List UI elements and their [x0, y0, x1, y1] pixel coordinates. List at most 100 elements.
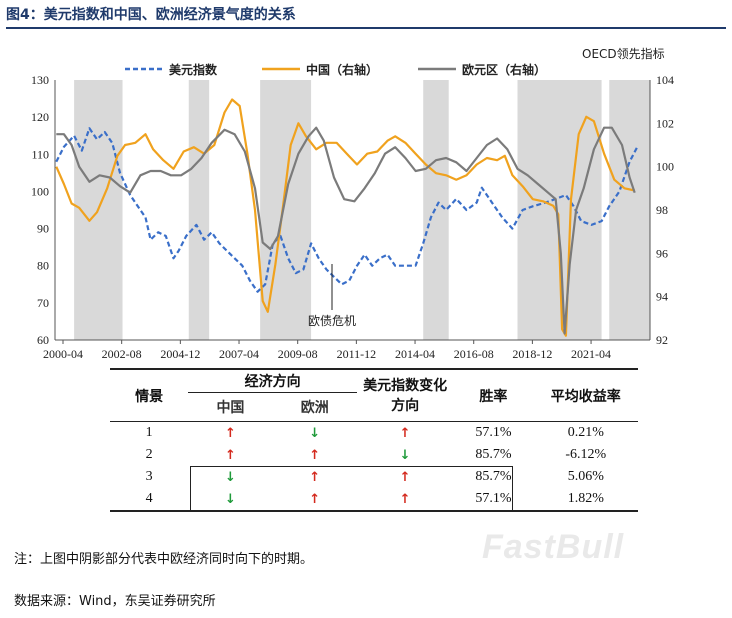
shaded-period-1 [188, 80, 210, 340]
left-tick-label-5: 110 [31, 147, 49, 161]
x-tick-label-9: 2021-04 [571, 347, 611, 361]
watermark-logo: FastBull [482, 528, 625, 566]
chart-legend: 美元指数 中国（右轴） 欧元区（右轴） [125, 62, 546, 77]
cell-avg-return-value: -6.12% [565, 447, 607, 462]
cell-china-up-arrow-icon-value: ↑ [224, 447, 236, 463]
oecd-note: OECD领先指标 [582, 46, 665, 61]
figure-title: 图4：美元指数和中国、欧洲经济景气度的关系 [6, 7, 296, 23]
right-tick-label-5: 102 [656, 116, 674, 130]
cell-scenario: 1 [110, 421, 189, 444]
left-tick-label-2: 80 [37, 259, 49, 273]
left-tick-label-6: 120 [31, 110, 49, 124]
cell-win-rate: 57.1% [453, 421, 534, 444]
cell-china-up-arrow-icon: ↑ [188, 444, 272, 466]
series-line-1 [55, 98, 635, 337]
x-tick-label-4: 2009-08 [278, 347, 318, 361]
right-tick-label-3: 98 [656, 203, 668, 217]
right-tick-label-6: 104 [656, 73, 674, 87]
cell-europe-down-arrow-icon-value: ↓ [309, 425, 321, 441]
cell-europe-up-arrow-icon-value: ↑ [309, 447, 321, 463]
cell-usd-up-arrow-icon: ↑ [356, 421, 454, 444]
footnote-shading: 注：上图中阴影部分代表中欧经济同时向下的时期。 [14, 552, 314, 567]
header-europe: 欧洲 [272, 392, 357, 422]
cell-win-rate: 85.7% [453, 466, 533, 488]
x-tick-label-8: 2018-12 [512, 347, 552, 361]
cell-europe-down-arrow-icon: ↓ [272, 421, 357, 444]
cell-scenario-value: 3 [145, 469, 153, 484]
cell-china-up-arrow-icon-value: ↑ [224, 425, 236, 441]
cell-avg-return: 0.21% [533, 421, 638, 444]
cell-avg-return-value: 5.06% [567, 469, 604, 484]
cell-europe-up-arrow-icon-value: ↑ [309, 491, 321, 507]
cell-win-rate: 85.7% [453, 444, 533, 466]
cell-avg-return: 1.82% [533, 488, 638, 512]
header-china: 中国 [216, 400, 245, 416]
cell-china-down-arrow-icon-value: ↓ [224, 491, 236, 507]
cell-china-down-arrow-icon: ↓ [188, 466, 272, 488]
annotation-euro-crisis: 欧债危机 [308, 314, 356, 328]
cell-avg-return: -6.12% [534, 444, 638, 466]
cell-usd-down-arrow-icon-value: ↓ [399, 447, 411, 463]
header-usd-direction: 美元指数变化方向 [363, 377, 448, 414]
table-row: 1 ↑ ↓ ↑ 57.1% 0.21% [110, 421, 638, 444]
cell-scenario-value: 4 [145, 491, 153, 506]
cell-scenario: 4 [110, 488, 189, 512]
chart-axes: 60 70 80 90 100 110 120 130 92 94 96 98 100 102 104 200… [31, 73, 674, 361]
x-tick-label-2: 2004-12 [160, 347, 200, 361]
right-tick-label-2: 96 [656, 246, 668, 260]
footnote-source: 数据来源：Wind，东吴证券研究所 [14, 594, 216, 609]
cell-scenario-value: 1 [145, 425, 153, 440]
right-tick-label-1: 94 [656, 290, 668, 304]
table-row: 4 ↓ ↑ ↑ 57.1% 1.82% [110, 488, 638, 512]
cell-win-rate-value: 57.1% [475, 491, 512, 506]
highlight-box [190, 466, 513, 512]
cell-avg-return: 5.06% [534, 466, 638, 488]
cell-usd-up-arrow-icon-value: ↑ [399, 491, 411, 507]
legend-label-1: 中国（右轴） [306, 62, 378, 77]
shaded-period-2 [260, 80, 312, 340]
left-tick-label-3: 90 [37, 222, 49, 236]
shaded-period-4 [517, 80, 602, 340]
series-lines [55, 98, 639, 337]
cell-avg-return-value: 1.82% [567, 491, 604, 506]
header-avg-return: 平均收益率 [550, 388, 621, 405]
header-econ-direction: 经济方向 [188, 369, 357, 393]
line-chart: 60 70 80 90 100 110 120 130 92 94 96 98 100 102 104 200… [31, 46, 674, 361]
cell-usd-up-arrow-icon-value: ↑ [399, 425, 411, 441]
right-tick-label-0: 92 [656, 333, 668, 347]
scenario-table: 情景 经济方向 美元指数变化方向 胜率 平均收益率 中国 欧洲 1 ↑ ↓ ↑ 57.1… [110, 368, 638, 512]
cell-china-down-arrow-icon-value: ↓ [224, 469, 236, 485]
right-tick-label-4: 100 [656, 160, 674, 174]
cell-usd-down-arrow-icon: ↓ [357, 444, 453, 466]
table-row: 3 ↓ ↑ ↑ 85.7% 5.06% [110, 466, 638, 488]
x-tick-label-1: 2002-08 [102, 347, 142, 361]
left-tick-label-7: 130 [31, 73, 49, 87]
x-tick-label-3: 2007-04 [219, 347, 259, 361]
x-tick-label-0: 2000-04 [43, 347, 83, 361]
cell-europe-up-arrow-icon: ↑ [272, 488, 357, 512]
cell-europe-up-arrow-icon-value: ↑ [309, 469, 321, 485]
x-tick-label-6: 2014-04 [395, 347, 435, 361]
left-tick-label-1: 70 [37, 296, 49, 310]
cell-scenario: 2 [110, 444, 188, 466]
x-tick-label-5: 2011-12 [337, 347, 377, 361]
left-tick-label-4: 100 [31, 184, 49, 198]
x-tick-label-7: 2016-08 [454, 347, 494, 361]
title-divider [6, 27, 726, 29]
cell-win-rate-value: 57.1% [475, 425, 512, 440]
legend-label-2: 欧元区（右轴） [462, 62, 546, 77]
cell-usd-up-arrow-icon: ↑ [357, 466, 453, 488]
cell-win-rate-value: 85.7% [475, 469, 512, 484]
series-line-2 [56, 126, 636, 335]
cell-usd-up-arrow-icon-value: ↑ [399, 469, 411, 485]
series-line-0 [55, 127, 639, 293]
header-win-rate: 胜率 [479, 388, 508, 405]
cell-scenario-value: 2 [145, 447, 153, 462]
cell-scenario: 3 [110, 466, 188, 488]
shaded-period-5 [609, 80, 650, 340]
shaded-period-3 [423, 80, 449, 340]
cell-china-up-arrow-icon: ↑ [188, 421, 273, 444]
table-row: 2 ↑ ↑ ↓ 85.7% -6.12% [110, 444, 638, 466]
cell-europe-up-arrow-icon: ↑ [273, 444, 357, 466]
left-tick-label-0: 60 [37, 333, 49, 347]
